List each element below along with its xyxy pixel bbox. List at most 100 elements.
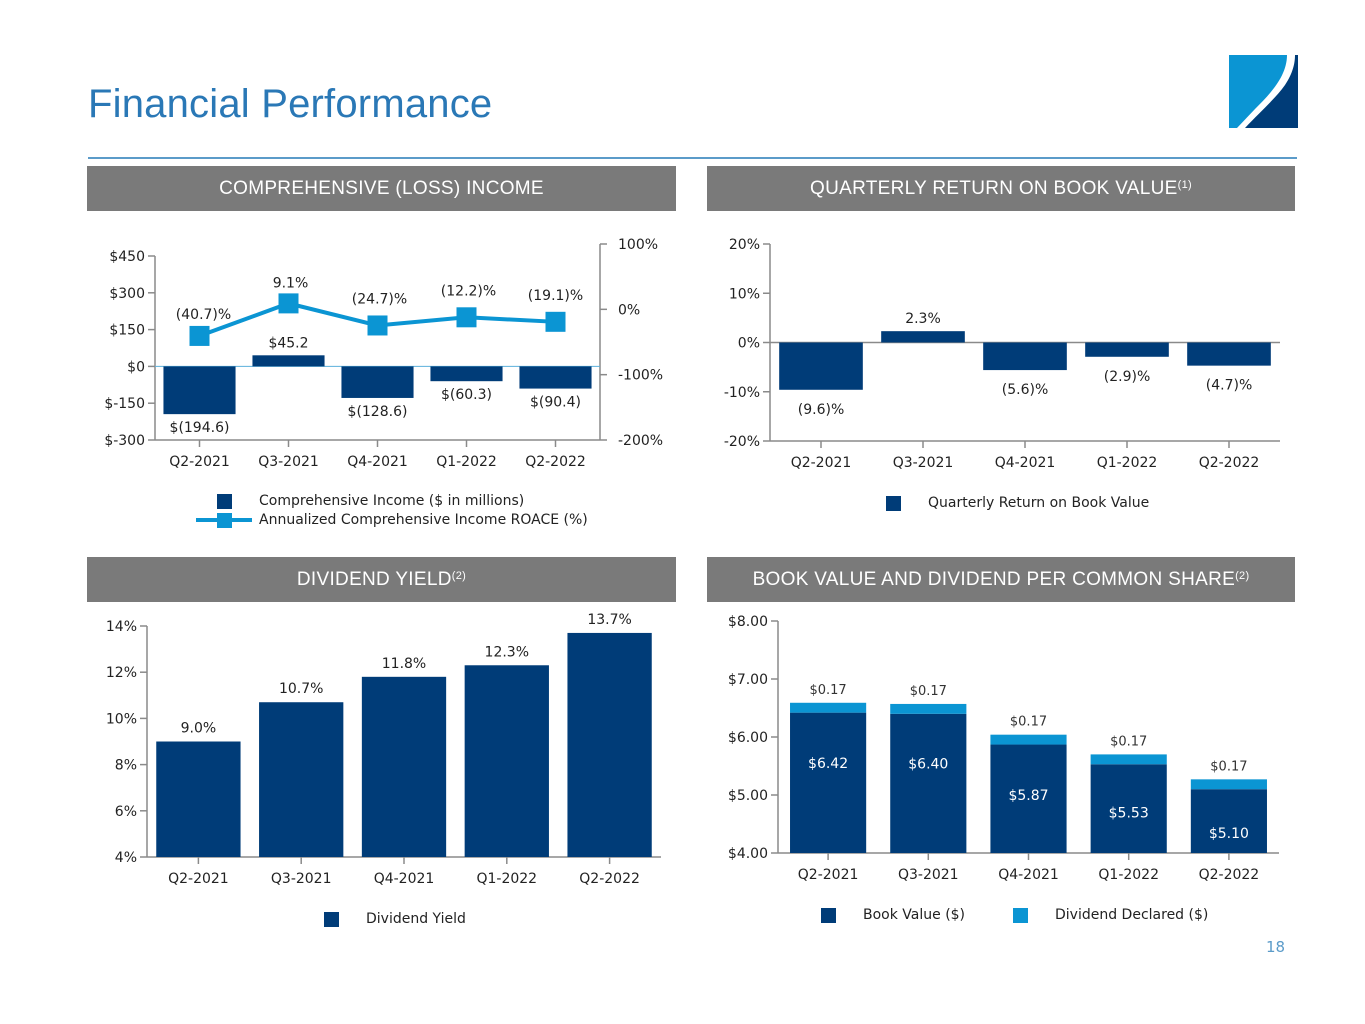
return-bar-label: (5.6)%: [1002, 382, 1049, 398]
y2-tick-label: -200%: [618, 433, 663, 449]
y-tick-label: -10%: [724, 385, 760, 401]
y-tick-label: 6%: [115, 804, 137, 820]
dividend-bar: [1090, 754, 1167, 765]
panel-title-yield: DIVIDEND YIELD: [296, 568, 452, 590]
x-tick-label: Q2-2022: [1199, 867, 1260, 883]
panel-title-book: BOOK VALUE AND DIVIDEND PER COMMON SHARE: [752, 568, 1236, 590]
x-tick-label: Q2-2022: [525, 454, 586, 470]
x-tick-label: Q4-2021: [374, 871, 435, 887]
income-chart: $-300 $-150 $0 $150 $300 $450 Q2-2021 Q3-2021 Q4…: [104, 237, 663, 470]
book-value-label: $5.87: [1008, 788, 1048, 804]
income-bar-label: $(90.4): [530, 395, 581, 411]
x-tick-label: Q4-2021: [998, 867, 1059, 883]
x-tick-label: Q2-2021: [168, 871, 229, 887]
x-tick-label: Q1-2022: [476, 871, 537, 887]
title-divider: [88, 157, 1297, 159]
roace-marker: [456, 307, 477, 328]
panel-header-return: QUARTERLY RETURN ON BOOK VALUE (1): [707, 166, 1295, 211]
roace-marker: [278, 293, 299, 314]
yield-chart: 4% 6% 8% 10% 12% 14% Q2-2021 Q3-2021 Q4-2021 Q1-2…: [106, 612, 661, 887]
x-tick-label: Q1-2022: [1098, 867, 1159, 883]
x-tick-label: Q1-2022: [436, 454, 497, 470]
x-tick-label: Q4-2021: [347, 454, 408, 470]
income-bar-label: $(60.3): [441, 387, 492, 403]
y-tick-label: $-150: [104, 396, 145, 412]
yield-bar-label: 10.7%: [279, 681, 323, 697]
y2-tick-label: 100%: [618, 237, 658, 253]
income-bar: [430, 366, 503, 382]
y-tick-label: -20%: [724, 434, 760, 450]
dividend-bar: [990, 734, 1067, 745]
x-tick-label: Q2-2022: [1199, 455, 1260, 471]
company-logo-icon: [1229, 55, 1298, 128]
dividend-bar: [890, 703, 967, 714]
footnote-marker: (1): [1177, 178, 1192, 191]
y-tick-label: $450: [109, 249, 145, 265]
yield-bar-label: 13.7%: [587, 612, 631, 628]
panel-header-yield: DIVIDEND YIELD (2): [87, 557, 676, 602]
x-tick-label: Q1-2022: [1097, 455, 1158, 471]
dividend-label: $0.17: [1010, 715, 1047, 730]
dividend-bar: [1190, 779, 1267, 790]
panel-title-return: QUARTERLY RETURN ON BOOK VALUE: [810, 177, 1178, 199]
x-tick-label: Q2-2021: [798, 867, 859, 883]
y-tick-label: $4.00: [728, 846, 768, 862]
book-value-label: $6.40: [908, 756, 948, 772]
footnote-marker: (2): [1235, 569, 1250, 582]
x-tick-label: Q2-2021: [169, 454, 230, 470]
income-bar: [252, 355, 325, 367]
legend-label: Book Value ($): [863, 907, 966, 923]
yield-bar-label: 9.0%: [181, 721, 217, 737]
roace-label: (40.7)%: [176, 307, 231, 323]
return-bar-label: (9.6)%: [798, 402, 845, 418]
y-tick-label: $-300: [104, 433, 145, 449]
legend-swatch: [324, 912, 339, 927]
roace-marker: [367, 315, 388, 336]
x-tick-label: Q3-2021: [893, 455, 954, 471]
legend-label: Dividend Yield: [366, 911, 466, 927]
y-tick-label: 14%: [106, 619, 137, 635]
y-tick-label: 8%: [115, 758, 137, 774]
y-tick-label: 4%: [115, 850, 137, 866]
return-bar: [1187, 342, 1271, 366]
dividend-label: $0.17: [1210, 759, 1247, 774]
yield-bar: [259, 702, 344, 857]
book-value-label: $5.53: [1109, 806, 1149, 822]
income-bar: [163, 366, 236, 415]
return-chart: -20% -10% 0% 10% 20% Q2-2021 Q3-2021 Q4-2021 Q1-…: [724, 237, 1280, 471]
x-tick-label: Q2-2021: [791, 455, 852, 471]
income-bar-label: $(194.6): [170, 420, 230, 436]
legend-swatch-marker: [217, 513, 232, 528]
yield-bar-label: 11.8%: [382, 656, 426, 672]
yield-bar: [464, 665, 549, 857]
y-tick-label: 20%: [729, 237, 760, 253]
y-tick-label: 10%: [729, 286, 760, 302]
x-tick-label: Q2-2022: [579, 871, 640, 887]
y-tick-label: $6.00: [728, 730, 768, 746]
legend-label: Quarterly Return on Book Value: [928, 495, 1150, 511]
yield-bar-label: 12.3%: [485, 644, 529, 660]
yield-bar: [156, 741, 241, 857]
legend-label: Annualized Comprehensive Income ROACE (%…: [259, 512, 588, 528]
dividend-label: $0.17: [809, 683, 846, 698]
footnote-marker: (2): [451, 569, 467, 582]
roace-label: (24.7)%: [352, 291, 407, 307]
book-value-bar: [1090, 764, 1167, 853]
roace-marker: [545, 311, 566, 332]
y-tick-label: $150: [109, 323, 145, 339]
dividend-label: $0.17: [1110, 734, 1147, 749]
income-bar-label: $(128.6): [348, 404, 408, 420]
y2-tick-label: 0%: [618, 302, 640, 318]
roace-label: (12.2)%: [441, 283, 496, 299]
book-value-label: $6.42: [808, 756, 848, 772]
return-bar-label: (4.7)%: [1206, 378, 1253, 394]
legend-label: Dividend Declared ($): [1055, 907, 1209, 923]
return-bar: [881, 331, 965, 343]
book-value-label: $5.10: [1209, 826, 1249, 842]
return-bar-label: 2.3%: [905, 311, 941, 327]
y-tick-label: 0%: [738, 336, 760, 352]
book-value-bar: [790, 712, 867, 853]
x-tick-label: Q3-2021: [898, 867, 959, 883]
y-tick-label: $300: [109, 286, 145, 302]
x-tick-label: Q4-2021: [995, 455, 1056, 471]
